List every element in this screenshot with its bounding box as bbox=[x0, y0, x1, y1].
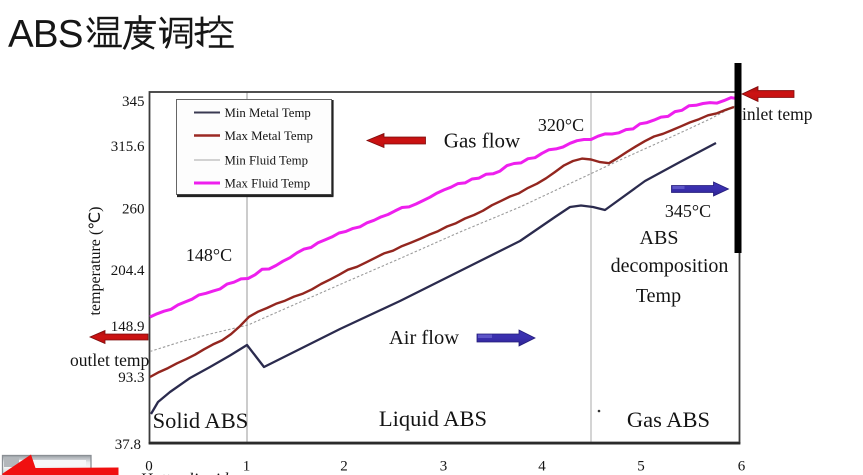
svg-text:0: 0 bbox=[145, 459, 153, 475]
svg-text:Gas flow: Gas flow bbox=[444, 129, 521, 153]
svg-text:decomposition: decomposition bbox=[611, 255, 729, 277]
svg-text:148.9: 148.9 bbox=[111, 319, 145, 335]
svg-text:1: 1 bbox=[243, 459, 251, 475]
svg-text:Hotter liquid: Hotter liquid bbox=[139, 470, 229, 475]
svg-text:37.8: 37.8 bbox=[115, 437, 141, 453]
svg-text:Min Fluid Temp: Min Fluid Temp bbox=[225, 154, 308, 168]
svg-text:Max Fluid Temp: Max Fluid Temp bbox=[225, 177, 311, 191]
svg-text:345: 345 bbox=[122, 94, 145, 110]
svg-text:5: 5 bbox=[637, 459, 645, 475]
svg-text:temperature (℃): temperature (℃) bbox=[87, 206, 104, 315]
svg-text:204.4: 204.4 bbox=[111, 263, 145, 279]
svg-text:outlet temp: outlet temp bbox=[70, 350, 149, 370]
svg-text:320°C: 320°C bbox=[538, 115, 584, 135]
svg-text:Liquid ABS: Liquid ABS bbox=[379, 406, 487, 431]
svg-text:Min Metal Temp: Min Metal Temp bbox=[225, 106, 311, 120]
svg-text:Temp: Temp bbox=[636, 285, 681, 307]
svg-text:148°C: 148°C bbox=[186, 245, 232, 265]
svg-text:ABS: ABS bbox=[640, 227, 679, 249]
svg-text:3: 3 bbox=[440, 459, 448, 475]
svg-text:Max Metal Temp: Max Metal Temp bbox=[225, 129, 313, 143]
svg-text:93.3: 93.3 bbox=[118, 370, 144, 386]
svg-text:6: 6 bbox=[738, 459, 746, 475]
svg-text:Air flow: Air flow bbox=[389, 327, 459, 349]
svg-text:260: 260 bbox=[122, 202, 145, 218]
svg-text:ABS: ABS bbox=[8, 13, 83, 56]
svg-text:Gas ABS: Gas ABS bbox=[627, 407, 710, 432]
svg-text:inlet temp: inlet temp bbox=[742, 104, 813, 124]
svg-text:Solid ABS: Solid ABS bbox=[153, 408, 249, 433]
svg-text:315.6: 315.6 bbox=[111, 139, 145, 155]
svg-text:4: 4 bbox=[538, 459, 546, 475]
svg-text:2: 2 bbox=[340, 459, 348, 475]
svg-text:345°C: 345°C bbox=[665, 201, 711, 221]
